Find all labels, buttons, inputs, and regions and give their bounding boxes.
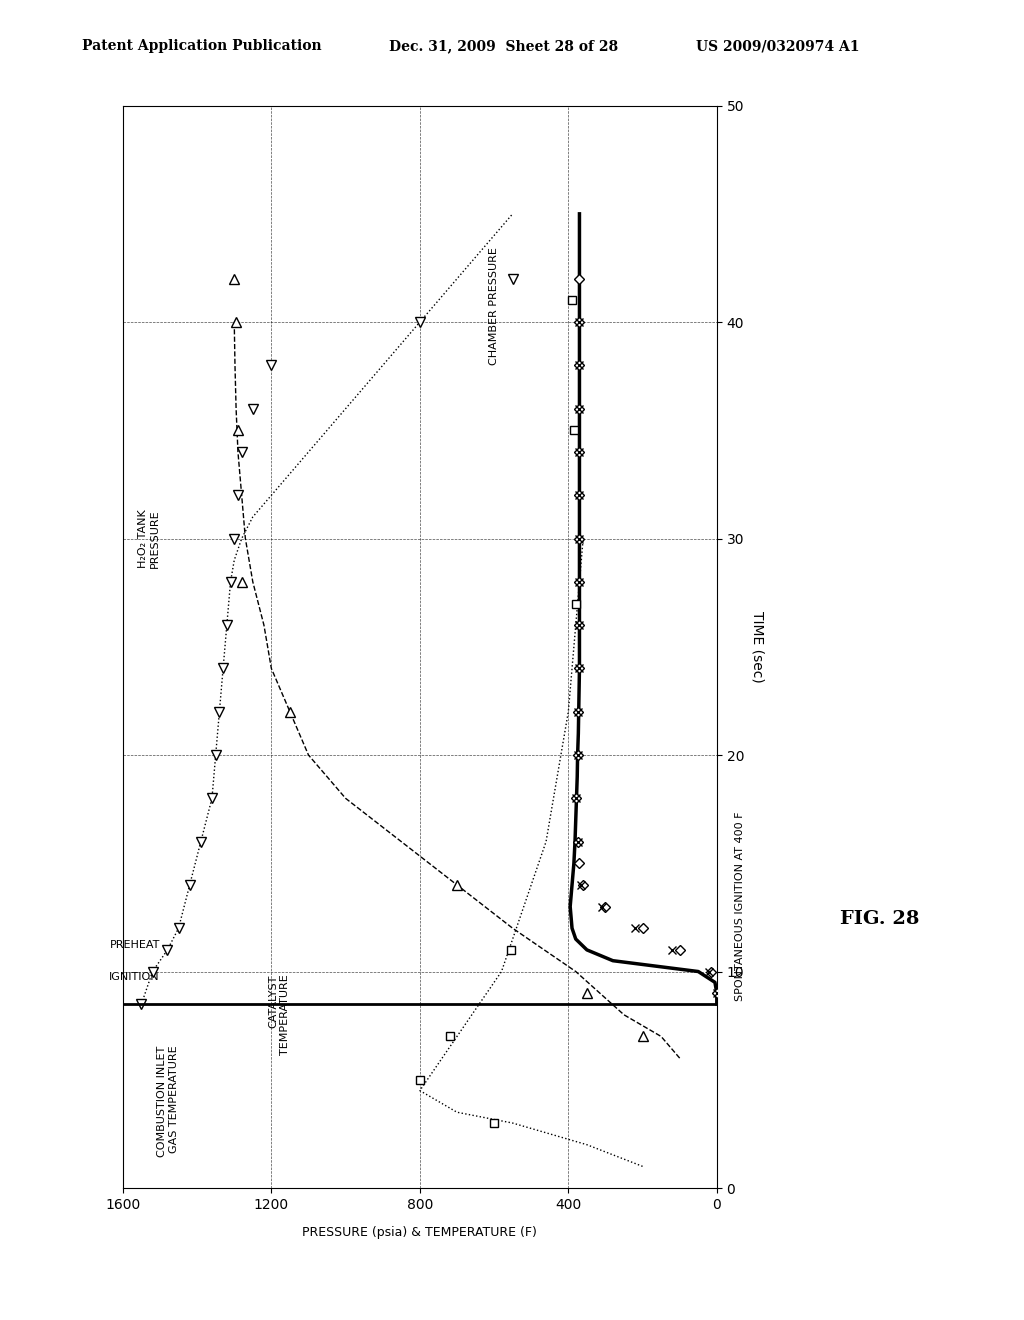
- Text: IGNITION: IGNITION: [110, 973, 160, 982]
- Text: PREHEAT: PREHEAT: [110, 940, 160, 950]
- Text: Patent Application Publication: Patent Application Publication: [82, 40, 322, 53]
- Text: SPONTANEOUS IGNITION AT 400 F: SPONTANEOUS IGNITION AT 400 F: [735, 812, 745, 1002]
- Text: COMBUSTION INLET
GAS TEMPERATURE: COMBUSTION INLET GAS TEMPERATURE: [157, 1045, 178, 1158]
- Y-axis label: TIME (sec): TIME (sec): [751, 611, 765, 682]
- Text: Dec. 31, 2009  Sheet 28 of 28: Dec. 31, 2009 Sheet 28 of 28: [389, 40, 618, 53]
- Text: H₂O₂ TANK
PRESSURE: H₂O₂ TANK PRESSURE: [138, 510, 160, 568]
- X-axis label: PRESSURE (psia) & TEMPERATURE (F): PRESSURE (psia) & TEMPERATURE (F): [302, 1225, 538, 1238]
- Text: CHAMBER PRESSURE: CHAMBER PRESSURE: [489, 248, 499, 366]
- Text: FIG. 28: FIG. 28: [840, 909, 920, 928]
- Text: CATALYST
TEMPERATURE: CATALYST TEMPERATURE: [268, 974, 290, 1055]
- Text: US 2009/0320974 A1: US 2009/0320974 A1: [696, 40, 860, 53]
